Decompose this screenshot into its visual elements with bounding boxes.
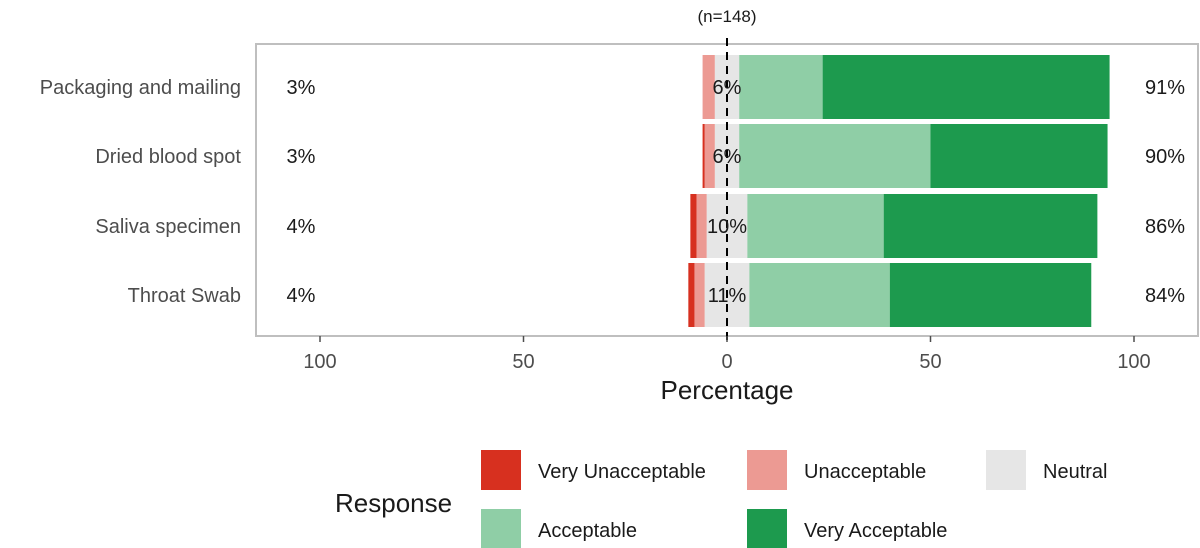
bar-dried-blood-spot-unacceptable <box>704 124 715 188</box>
bar-dried-blood-spot-acceptable <box>739 124 931 188</box>
legend-label-unacceptable: Unacceptable <box>804 461 926 483</box>
negative-percent-label: 4% <box>287 216 316 238</box>
bar-saliva-specimen-very-acceptable <box>883 194 1098 258</box>
neutral-percent-label: 10% <box>707 216 747 238</box>
x-tick-label: 100 <box>303 351 336 373</box>
neutral-percent-label: 11% <box>708 285 747 307</box>
legend-label-very-unacceptable: Very Unacceptable <box>538 461 706 483</box>
bar-saliva-specimen-very-unacceptable <box>690 194 697 258</box>
bars-group <box>688 55 1110 327</box>
x-axis-title: Percentage <box>661 375 794 405</box>
legend-label-very-acceptable: Very Acceptable <box>804 520 947 542</box>
bar-throat-swab-acceptable <box>749 263 890 327</box>
legend-key-unacceptable <box>747 450 787 490</box>
x-tick-label: 50 <box>919 351 941 373</box>
x-axis: 100 50 0 50 100 <box>303 336 1151 373</box>
bar-saliva-specimen-acceptable <box>747 194 884 258</box>
category-label-dried-blood-spot: Dried blood spot <box>95 146 241 168</box>
x-tick-label: 100 <box>1117 351 1150 373</box>
bar-throat-swab-very-acceptable <box>889 263 1092 327</box>
bar-throat-swab-unacceptable <box>694 263 705 327</box>
chart-subtitle: (n=148) <box>697 7 756 26</box>
legend-title: Response <box>335 488 452 518</box>
x-tick-label: 0 <box>721 351 732 373</box>
negative-percent-label: 4% <box>287 285 316 307</box>
positive-percent-label: 86% <box>1145 216 1185 238</box>
positive-percent-label: 90% <box>1145 146 1185 168</box>
neutral-percent-label: 6% <box>713 77 742 99</box>
positive-percent-label: 91% <box>1145 77 1185 99</box>
category-label-saliva-specimen: Saliva specimen <box>95 216 241 238</box>
bar-dried-blood-spot-very-unacceptable <box>702 124 705 188</box>
neutral-percent-label: 6% <box>713 146 742 168</box>
legend-key-very-acceptable <box>747 509 787 548</box>
bar-throat-swab-very-unacceptable <box>688 263 695 327</box>
bar-packaging-and-mailing-acceptable <box>739 55 823 119</box>
bar-packaging-and-mailing-very-acceptable <box>822 55 1110 119</box>
negative-percent-label: 3% <box>287 77 316 99</box>
bar-dried-blood-spot-very-acceptable <box>930 124 1108 188</box>
labels-group: Packaging and mailing 3% 6% 91% Dried blood … <box>40 77 1185 307</box>
negative-percent-label: 3% <box>287 146 316 168</box>
legend-key-neutral <box>986 450 1026 490</box>
bar-packaging-and-mailing-unacceptable <box>702 55 715 119</box>
x-tick-label: 50 <box>512 351 534 373</box>
bar-saliva-specimen-unacceptable <box>696 194 707 258</box>
category-label-throat-swab: Throat Swab <box>128 285 241 307</box>
legend-label-acceptable: Acceptable <box>538 520 637 542</box>
legend: Response Very Unacceptable Unacceptable Ne… <box>335 450 1107 548</box>
legend-key-very-unacceptable <box>481 450 521 490</box>
legend-label-neutral: Neutral <box>1043 461 1107 483</box>
legend-key-acceptable <box>481 509 521 548</box>
category-label-packaging-and-mailing: Packaging and mailing <box>40 77 241 99</box>
positive-percent-label: 84% <box>1145 285 1185 307</box>
